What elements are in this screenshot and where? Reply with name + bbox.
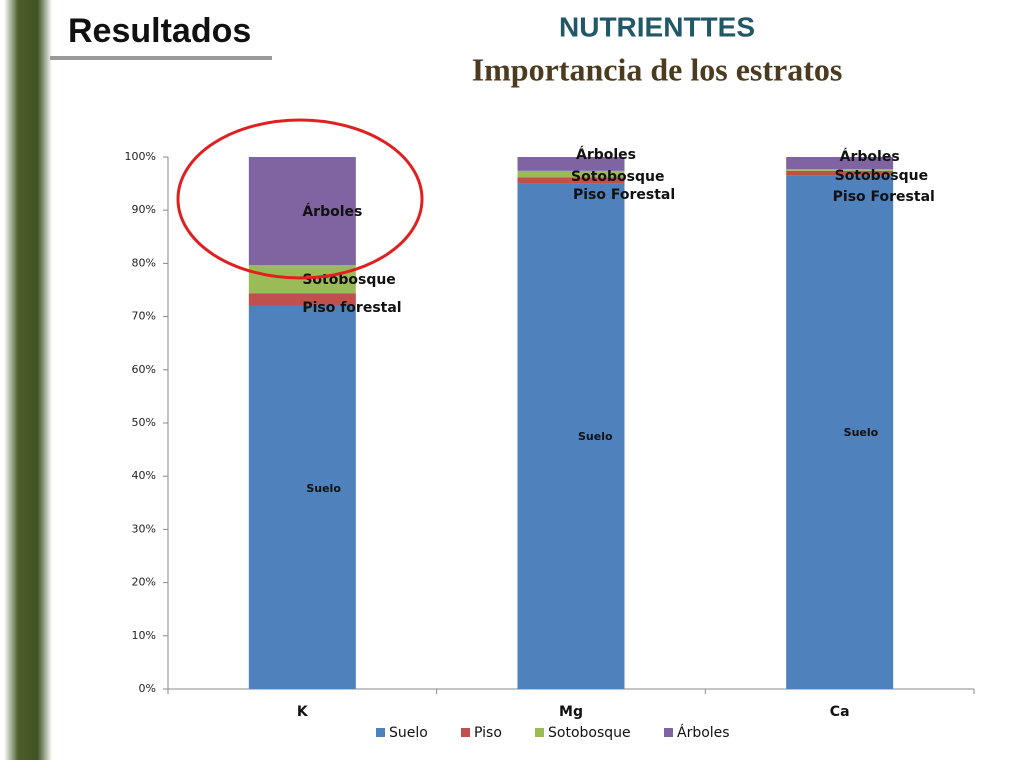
annotation: Suelo [578,430,613,443]
legend-swatch [461,728,470,737]
slide-title: Resultados [68,12,251,50]
y-tick-label: 20% [132,576,156,589]
y-tick-label: 50% [132,416,156,429]
bar-segment [517,170,625,178]
annotation: Sotobosque [835,168,928,184]
y-tick-label: 40% [132,469,156,482]
y-tick-label: 10% [132,629,156,642]
annotation: Suelo [306,482,341,495]
chart-subtitle: Importancia de los estratos [472,51,843,87]
y-tick-label: 0% [139,682,156,695]
annotation: Suelo [844,426,879,439]
bar-segment [517,177,625,184]
bar-segment [517,183,625,689]
bar-segment [248,305,356,689]
bar-segment [248,157,356,265]
legend-label: Suelo [389,725,428,741]
bar-segment [786,175,894,689]
y-tick-label: 100% [125,150,156,163]
y-tick-label: 70% [132,310,156,323]
legend-swatch [664,728,673,737]
bar-segment [786,169,894,171]
annotation: Piso forestal [302,300,401,316]
x-tick-label: Ca [830,704,850,720]
side-bar [4,0,52,760]
legend-label: Piso [474,725,502,741]
y-tick-label: 80% [132,256,156,269]
x-tick-label: K [297,704,309,720]
annotation: Árboles [302,203,362,220]
bar-segment [786,170,894,176]
y-tick-label: 90% [132,203,156,216]
legend-label: Sotobosque [548,725,631,741]
legend-swatch [376,728,385,737]
legend-label: Árboles [677,724,730,741]
legend-swatch [535,728,544,737]
annotation: Piso Forestal [573,187,675,203]
annotation: Árboles [840,148,900,165]
annotation: Piso Forestal [833,189,935,205]
bar-segment [517,157,625,171]
y-tick-label: 30% [132,522,156,535]
annotation: Árboles [576,146,636,163]
annotation: Sotobosque [302,272,395,288]
bar-segment [786,157,894,170]
annotation: Sotobosque [571,169,664,185]
bar-segment [248,293,356,306]
y-tick-label: 60% [132,363,156,376]
x-tick-label: Mg [559,704,583,720]
highlight-ellipse [176,118,424,280]
chart-title: NUTRIENTTES [559,11,755,42]
